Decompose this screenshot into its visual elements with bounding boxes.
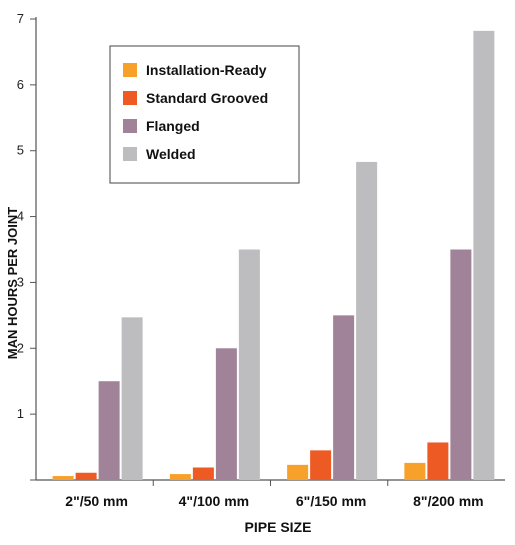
bar-standard-grooved-3 — [310, 450, 332, 480]
y-tick-label: 1 — [17, 406, 24, 421]
x-tick-label: 8"/200 mm — [413, 493, 483, 509]
bar-flanged-2 — [215, 348, 237, 480]
y-tick-label: 5 — [17, 143, 24, 158]
bars — [52, 30, 495, 481]
bar-standard-grooved-1 — [75, 472, 97, 480]
bar-installation-ready-4 — [404, 462, 426, 480]
legend-swatch — [123, 147, 137, 161]
bar-flanged-4 — [450, 249, 472, 480]
bar-welded-2 — [238, 249, 260, 480]
y-tick-label: 7 — [17, 11, 24, 26]
y-tick-label: 4 — [17, 209, 24, 224]
legend-box — [109, 45, 300, 184]
y-tick-label: 2 — [17, 340, 24, 355]
y-tick-label: 6 — [17, 77, 24, 92]
legend-label: Welded — [146, 146, 196, 162]
bar-welded-1 — [121, 317, 143, 480]
bar-flanged-1 — [98, 381, 120, 480]
bar-flanged-3 — [333, 315, 355, 480]
tick-labels: 1 2 3 4 5 6 7 2"/50 mm 4"/100 mm 6"/150 mm 8"/200 … — [17, 11, 484, 509]
bar-standard-grooved-2 — [192, 467, 214, 480]
legend-label: Flanged — [146, 118, 200, 134]
legend: Installation-Ready Standard Grooved Flange… — [109, 45, 300, 184]
y-tick-label: 3 — [17, 274, 24, 289]
x-tick-label: 6"/150 mm — [296, 493, 366, 509]
x-axis-label: PIPE SIZE — [245, 519, 312, 535]
legend-swatch — [123, 91, 137, 105]
legend-label: Installation-Ready — [146, 62, 267, 78]
bar-installation-ready-3 — [287, 464, 309, 480]
x-tick-label: 2"/50 mm — [65, 493, 128, 509]
bar-welded-3 — [356, 161, 378, 480]
legend-label: Standard Grooved — [146, 90, 268, 106]
legend-swatch — [123, 63, 137, 77]
bar-installation-ready-2 — [169, 474, 191, 480]
bar-welded-4 — [473, 30, 495, 481]
bar-installation-ready-1 — [52, 476, 74, 480]
y-axis-label: MAN HOURS PER JOINT — [5, 207, 20, 359]
legend-swatch — [123, 119, 137, 133]
x-tick-label: 4"/100 mm — [179, 493, 249, 509]
bar-standard-grooved-4 — [427, 442, 449, 480]
